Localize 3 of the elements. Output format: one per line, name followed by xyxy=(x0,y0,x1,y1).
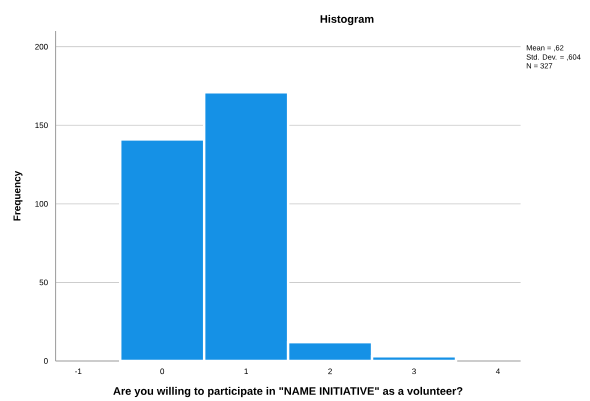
x-axis-title: Are you willing to participate in "NAME INITIATIVE" as a volunteer? xyxy=(113,386,462,398)
chart-title: Histogram xyxy=(320,14,374,26)
y-axis-title: Frequency xyxy=(14,170,22,221)
